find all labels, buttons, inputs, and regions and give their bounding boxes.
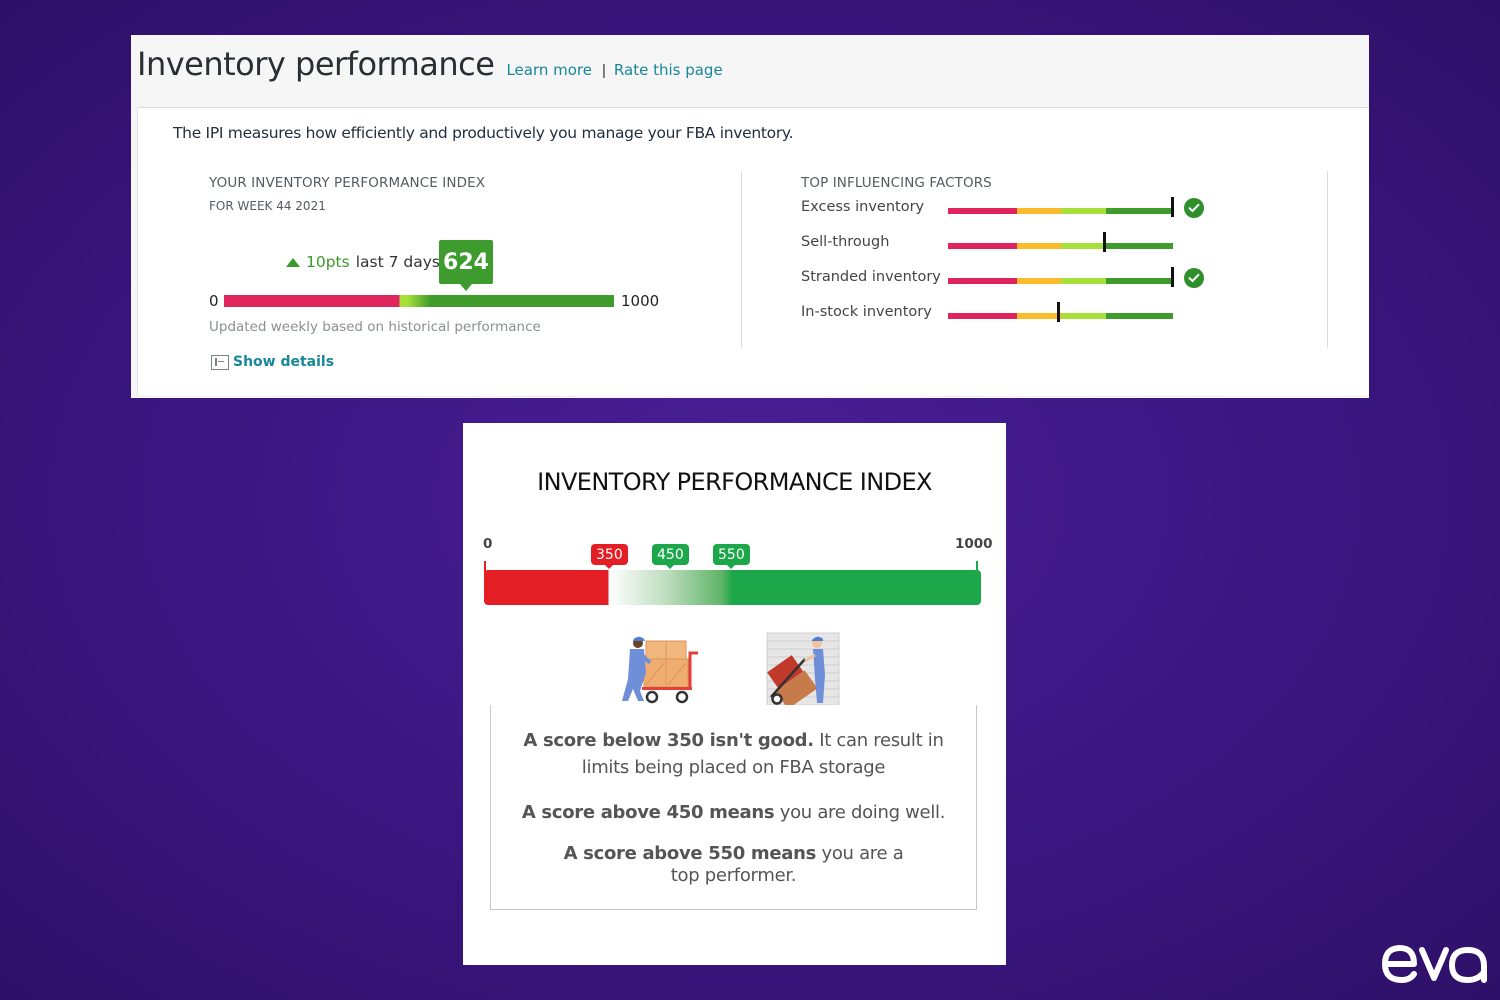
ipi-axis-min: 0 [209, 292, 219, 310]
factor-bar [948, 313, 1173, 319]
factor-marker [1057, 302, 1060, 322]
threshold-450-badge: 450 [652, 544, 689, 569]
explainer-axis-min: 0 [483, 536, 493, 552]
worker-hand-truck-icon [766, 632, 840, 707]
trend-period: last 7 days [355, 253, 440, 271]
ipi-week: FOR WEEK 44 2021 [209, 199, 326, 213]
factor-bar [948, 278, 1173, 284]
message-bold: A score above 550 means [563, 843, 817, 864]
factor-marker [1103, 232, 1106, 252]
trend-points: 10pts [306, 253, 350, 271]
factor-row-excess-inventory: Excess inventory [801, 197, 1221, 223]
explainer-title: INVENTORY PERFORMANCE INDEX [537, 468, 932, 496]
learn-more-link[interactable]: Learn more [506, 61, 592, 79]
eva-logo-icon [1382, 945, 1487, 983]
threshold-550-badge: 550 [713, 544, 750, 569]
header-separator: | [602, 62, 606, 79]
worker-pushing-cart-icon [622, 636, 698, 704]
section-divider-right [1327, 171, 1328, 348]
check-circle-icon [1184, 198, 1204, 218]
explainer-score-bar [484, 570, 981, 605]
message-text: It can result in limits being placed on … [581, 730, 944, 778]
message-bold: A score above 450 means [521, 802, 775, 823]
rate-this-page-link[interactable]: Rate this page [613, 61, 723, 79]
explainer-axis-max: 1000 [955, 536, 993, 552]
message-above-450: A score above 450 means you are doing we… [511, 799, 956, 826]
ipi-score-bar [224, 295, 614, 307]
check-circle-icon [1184, 268, 1204, 288]
factor-row-in-stock-inventory: In-stock inventory [801, 302, 1221, 328]
message-text: you are a top performer. [670, 843, 904, 886]
inventory-performance-panel: Inventory performance Learn more | Rate … [131, 35, 1369, 398]
factor-marker [1171, 197, 1174, 217]
page-title: Inventory performance [137, 45, 495, 83]
factor-bar [948, 208, 1173, 214]
ipi-card: The IPI measures how efficiently and pro… [137, 107, 1369, 395]
page-header: Inventory performance Learn more | Rate … [137, 45, 723, 105]
factor-marker [1171, 267, 1174, 287]
factor-bar [948, 243, 1173, 249]
show-details-label: Show details [233, 354, 335, 370]
factors-heading: TOP INFLUENCING FACTORS [801, 175, 992, 191]
trend-up-arrow-icon [286, 257, 300, 267]
axis-end-tick [976, 561, 978, 575]
factor-row-sell-through: Sell-through [801, 232, 1221, 258]
factor-label: Excess inventory [801, 199, 925, 215]
section-divider [741, 171, 742, 348]
score-explanation-box: A score below 350 isn't good. It can res… [490, 705, 977, 910]
show-details-button[interactable]: Show details [211, 354, 334, 370]
message-bold: A score below 350 isn't good. [523, 730, 814, 751]
ipi-explainer-card: INVENTORY PERFORMANCE INDEX 0 1000 350 4… [463, 423, 1006, 965]
update-note: Updated weekly based on historical perfo… [209, 319, 541, 335]
message-above-550: A score above 550 means you are a top pe… [511, 843, 956, 887]
threshold-350-badge: 350 [591, 544, 628, 569]
ipi-description: The IPI measures how efficiently and pro… [173, 124, 794, 142]
expand-panel-icon [211, 354, 229, 370]
axis-start-tick [484, 561, 486, 575]
ipi-score-badge: 624 [439, 240, 493, 291]
ipi-axis-max: 1000 [621, 292, 660, 310]
factor-label: Stranded inventory [801, 269, 941, 285]
ipi-heading: YOUR INVENTORY PERFORMANCE INDEX [209, 175, 486, 191]
message-below-350: A score below 350 isn't good. It can res… [511, 727, 956, 781]
factor-row-stranded-inventory: Stranded inventory [801, 267, 1221, 293]
factor-label: In-stock inventory [801, 304, 932, 320]
factor-label: Sell-through [801, 234, 890, 250]
ipi-trend: 10pts last 7 days [286, 253, 440, 271]
message-text: you are doing well. [774, 802, 946, 823]
